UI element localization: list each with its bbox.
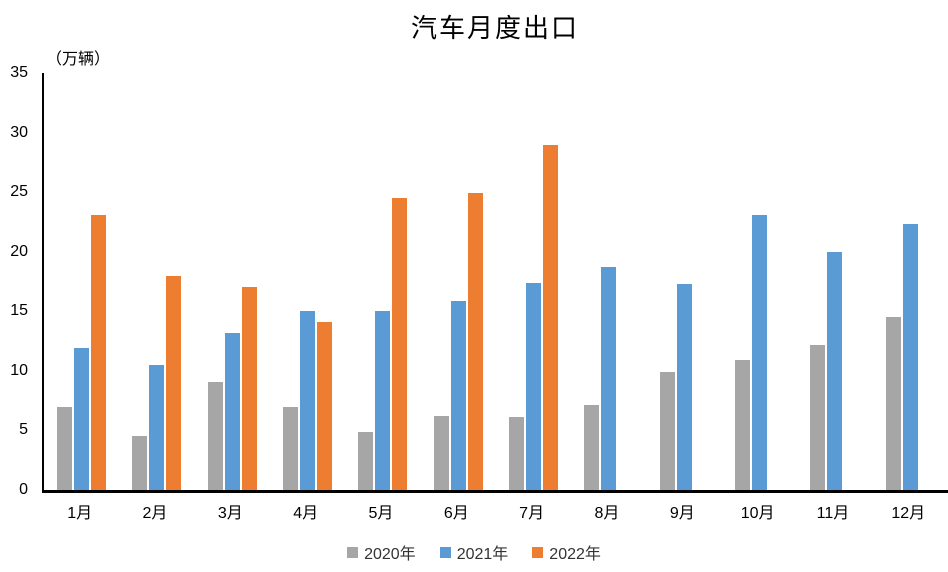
x-axis-label: 7月 [519, 505, 545, 522]
x-axis-label: 10月 [740, 505, 775, 522]
bar [300, 311, 316, 490]
y-axis-tick-label: 35 [10, 64, 28, 81]
bar [207, 381, 223, 490]
bar-group [345, 73, 420, 490]
bar [902, 224, 918, 490]
bar-group [496, 73, 571, 490]
bar [526, 282, 542, 490]
legend-label: 2020年 [364, 546, 416, 563]
bar [149, 364, 165, 490]
bar [676, 283, 692, 490]
bar [57, 406, 73, 490]
bar [584, 405, 600, 490]
bar [659, 372, 675, 490]
bar [885, 317, 901, 490]
x-axis-label: 3月 [217, 505, 243, 522]
bar-group [722, 73, 797, 490]
legend-item: 2021年 [439, 540, 509, 564]
legend-swatch-icon [532, 546, 544, 558]
bar [317, 322, 333, 490]
bar [283, 406, 299, 490]
y-axis-tick-label: 10 [10, 361, 28, 379]
bar-group [647, 73, 722, 490]
bar [810, 344, 826, 490]
legend-swatch-icon [347, 546, 359, 558]
bar [358, 431, 374, 490]
bar-group [119, 73, 194, 490]
bar-group [571, 73, 646, 490]
x-axis-label: 11月 [816, 505, 850, 522]
bar-group [44, 73, 119, 490]
bar [241, 287, 257, 490]
bar [543, 144, 559, 490]
y-axis-tick-label: 30 [10, 123, 28, 141]
x-axis-label: 8月 [594, 505, 620, 522]
bar [450, 300, 466, 490]
bar [827, 251, 843, 490]
bar-group [873, 73, 948, 490]
bar-group [195, 73, 270, 490]
bar [91, 214, 107, 490]
legend-label: 2022年 [549, 546, 601, 563]
y-axis-tick-label: 5 [19, 421, 28, 439]
x-axis-label: 4月 [293, 505, 319, 522]
legend-label: 2021年 [456, 546, 509, 563]
bar-group [421, 73, 496, 490]
bar [392, 198, 408, 490]
legend-swatch-icon [439, 546, 451, 558]
legend-item: 2022年 [532, 540, 601, 564]
bar [166, 275, 182, 490]
y-axis-unit-label: （万辆） [46, 51, 111, 68]
bar [433, 416, 449, 490]
legend: 2020年 2021年 2022年 [0, 540, 948, 564]
x-axis-label: 1月 [67, 505, 93, 522]
bar-group [270, 73, 345, 490]
chart-title: 汽车月度出口 [410, 14, 579, 44]
bar [735, 360, 751, 490]
bar [467, 193, 483, 490]
x-axis-label: 5月 [368, 505, 394, 522]
legend-item: 2020年 [347, 540, 416, 564]
x-axis-label: 9月 [669, 505, 695, 522]
x-axis: 1月 2月 3月 4月 5月 6月 7月 8月 9月 10月 11月 12月 [42, 499, 946, 523]
x-axis-label: 6月 [443, 505, 469, 522]
bar [601, 267, 617, 490]
bar [224, 332, 240, 490]
bar [74, 348, 90, 490]
bar [752, 214, 768, 490]
plot-area [42, 73, 948, 493]
bar [375, 311, 391, 490]
y-axis-tick-label: 20 [10, 242, 28, 260]
x-axis-label: 2月 [142, 505, 168, 522]
y-axis-tick-label: 25 [10, 183, 28, 201]
bar-group [797, 73, 872, 490]
y-axis: 0 5 10 15 20 25 30 35 [0, 65, 34, 498]
y-axis-tick-label: 15 [10, 302, 28, 320]
x-axis-label: 12月 [891, 505, 926, 522]
bar [132, 436, 148, 490]
y-axis-tick-label: 0 [19, 481, 28, 498]
bar [509, 417, 525, 490]
